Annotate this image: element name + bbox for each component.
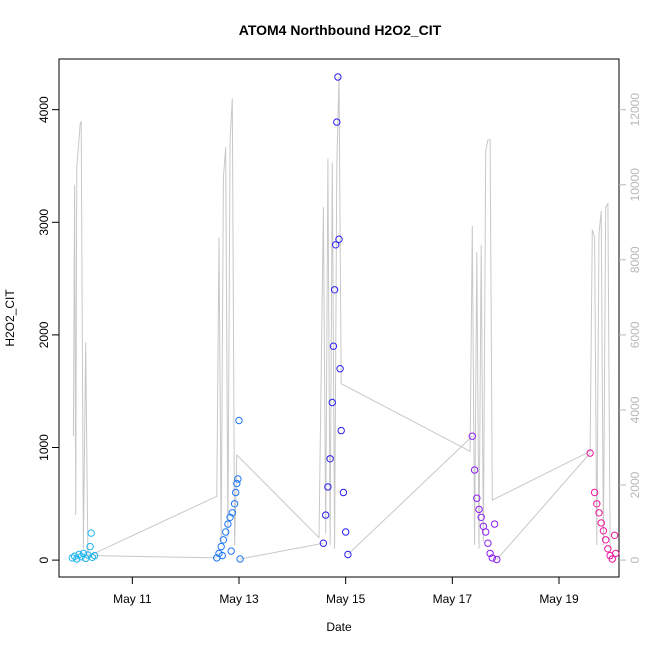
data-point — [599, 527, 608, 535]
data-point — [593, 500, 601, 508]
data-point — [330, 286, 339, 294]
data-point — [470, 466, 479, 474]
data-point — [326, 455, 334, 463]
axes: 0 1000 2000 3000 4000 0 2000 4000 6000 8000 10000 1… — [37, 93, 642, 606]
right-axis-series-line — [72, 75, 611, 558]
connector-line — [240, 542, 324, 560]
data-point — [468, 432, 476, 440]
data-point — [90, 551, 99, 560]
data-point — [482, 528, 490, 536]
data-point — [232, 488, 240, 497]
data-point — [227, 547, 235, 555]
data-point — [235, 416, 243, 425]
data-point — [228, 509, 237, 517]
data-point — [333, 118, 341, 126]
y-axis-label: H2O2_CIT — [3, 289, 17, 347]
connector-line — [94, 555, 217, 559]
data-point — [490, 520, 499, 528]
data-point — [233, 479, 241, 488]
x-tick-label: May 15 — [326, 592, 366, 606]
data-point — [337, 426, 345, 435]
y-tick-label: 0 — [37, 556, 51, 563]
data-point — [222, 528, 230, 536]
x-tick-label: May 13 — [219, 592, 259, 606]
x-tick-label: May 17 — [433, 592, 473, 606]
data-point — [319, 539, 328, 547]
data-point — [604, 545, 612, 553]
data-point — [68, 554, 77, 562]
data-point — [73, 555, 81, 563]
y-tick-label: 3000 — [37, 209, 51, 236]
data-point — [488, 554, 496, 562]
data-points — [68, 73, 620, 564]
right-axis-series — [72, 75, 611, 558]
plot-frame — [58, 58, 620, 578]
y-tick-label: 1000 — [37, 434, 51, 461]
data-point — [324, 483, 332, 491]
connector-line — [496, 452, 591, 560]
data-point — [230, 500, 239, 508]
data-point — [217, 542, 225, 551]
data-point — [218, 551, 227, 560]
y2-tick-label: 12000 — [628, 93, 642, 127]
x-tick-label: May 19 — [539, 592, 579, 606]
data-point — [612, 549, 620, 558]
data-point — [486, 549, 494, 558]
data-point — [332, 241, 340, 249]
data-point — [339, 488, 348, 497]
data-point — [88, 553, 97, 561]
data-point — [224, 520, 232, 528]
y2-tick-label: 10000 — [628, 168, 642, 202]
data-point — [344, 550, 352, 559]
data-point — [473, 494, 481, 502]
y2-tick-label: 4000 — [628, 396, 642, 423]
data-point — [586, 449, 594, 457]
data-point — [336, 365, 344, 373]
data-point — [322, 511, 330, 519]
data-point — [329, 342, 338, 350]
y2-tick-label: 8000 — [628, 246, 642, 273]
data-point — [334, 73, 342, 81]
connector-lines — [94, 435, 591, 560]
y-tick-label: 2000 — [37, 321, 51, 348]
data-point — [236, 555, 244, 563]
y2-tick-label: 6000 — [628, 321, 642, 348]
data-point — [493, 555, 501, 564]
data-point — [87, 529, 95, 537]
x-tick-label: May 11 — [113, 592, 152, 606]
data-point — [226, 513, 234, 521]
data-point — [610, 531, 619, 539]
data-point — [328, 398, 336, 407]
data-point — [477, 513, 485, 521]
data-point — [219, 536, 228, 544]
data-point — [597, 519, 605, 527]
chart-title: ATOM4 Northbound H2O2_CIT — [239, 22, 442, 38]
data-point — [602, 536, 610, 544]
data-point — [484, 539, 492, 547]
connector-line — [347, 435, 473, 555]
data-point — [608, 555, 616, 563]
data-point — [335, 235, 343, 243]
data-point — [342, 528, 350, 536]
data-point — [75, 550, 83, 559]
data-point — [595, 509, 603, 517]
x-axis-label: Date — [326, 620, 352, 634]
y-tick-label: 4000 — [37, 96, 51, 123]
data-point — [86, 542, 94, 551]
y2-tick-label: 2000 — [628, 471, 642, 498]
data-point — [475, 505, 483, 514]
y2-tick-label: 0 — [628, 556, 642, 563]
data-point — [234, 475, 242, 483]
data-point — [590, 488, 599, 497]
